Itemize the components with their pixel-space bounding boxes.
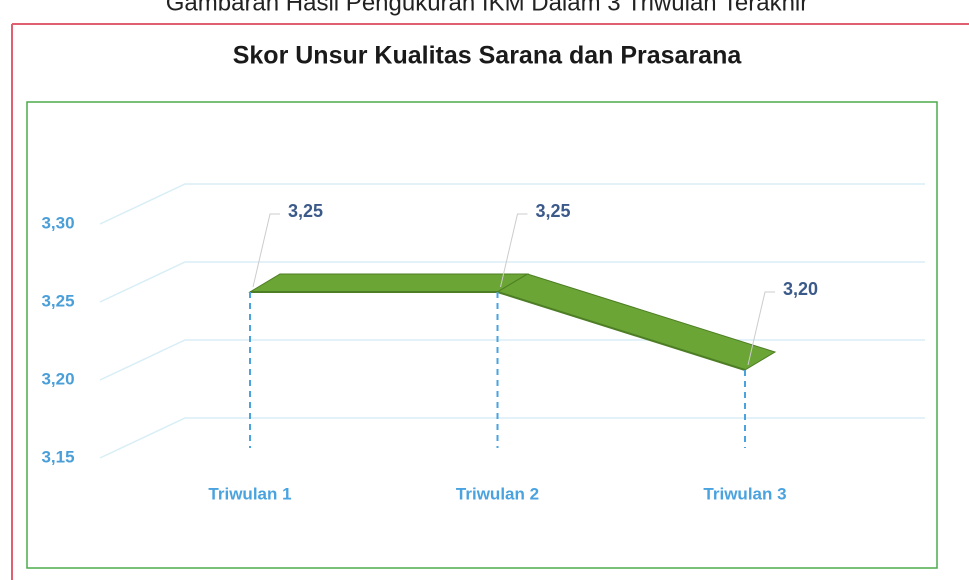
- y-tick-label: 3,30: [41, 213, 74, 232]
- grid-line: [99, 183, 925, 225]
- data-label: 3,25: [288, 201, 323, 221]
- ribbon-segment: [496, 273, 777, 371]
- grid-line: [99, 261, 925, 303]
- grid-line: [99, 339, 925, 381]
- x-tick-label: Triwulan 1: [208, 484, 291, 503]
- y-tick-label: 3,15: [41, 447, 74, 466]
- data-label: 3,20: [783, 279, 818, 299]
- leader-line: [747, 291, 775, 366]
- plot-frame: [26, 101, 938, 569]
- y-tick-label: 3,20: [41, 369, 74, 388]
- ribbon-segment: [248, 273, 530, 293]
- page-header: Gambaran Hasil Pengukuran IKM Dalam 3 Tr…: [166, 0, 809, 16]
- data-label: 3,25: [536, 201, 571, 221]
- x-tick-label: Triwulan 3: [703, 484, 786, 503]
- leader-line: [500, 213, 528, 288]
- grid-line: [99, 417, 925, 459]
- leader-line: [252, 213, 280, 288]
- y-tick-label: 3,25: [41, 291, 74, 310]
- chart-title: Skor Unsur Kualitas Sarana dan Prasarana: [233, 42, 743, 70]
- x-tick-label: Triwulan 2: [456, 484, 539, 503]
